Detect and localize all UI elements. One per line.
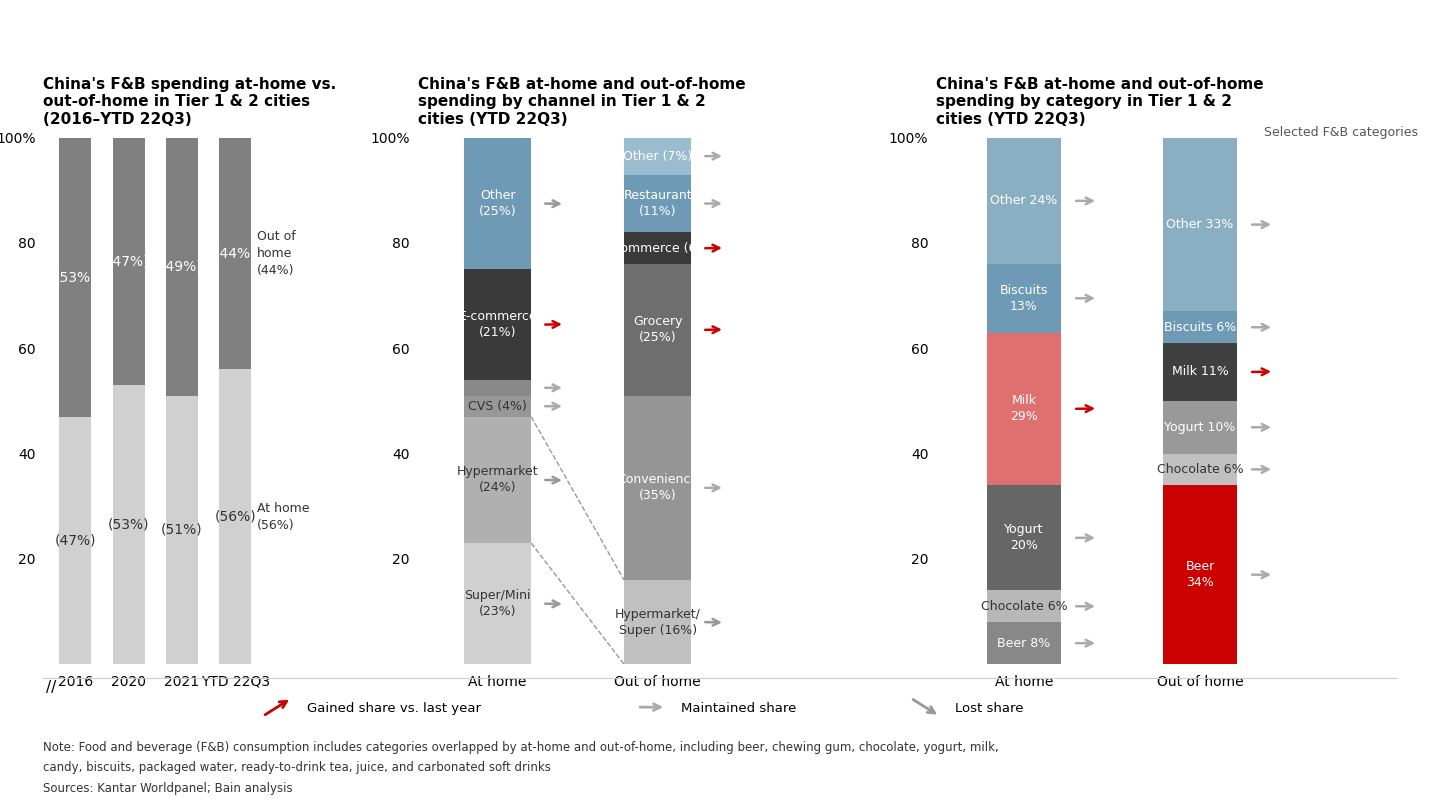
Text: Out of
home
(44%): Out of home (44%)	[256, 230, 295, 277]
Text: (47%): (47%)	[55, 534, 96, 548]
Text: E-commerce
(21%): E-commerce (21%)	[458, 310, 537, 339]
Text: Biscuits
13%: Biscuits 13%	[999, 284, 1048, 313]
Text: Other 24%: Other 24%	[991, 194, 1057, 207]
Bar	[1164, 138, 1237, 311]
Text: //: //	[46, 680, 56, 695]
Bar	[986, 332, 1061, 485]
Bar	[1164, 343, 1237, 401]
Text: CVS (4%): CVS (4%)	[468, 399, 527, 413]
Bar	[986, 590, 1061, 622]
Bar	[986, 264, 1061, 332]
Bar	[986, 138, 1061, 264]
Text: Grocery
(25%): Grocery (25%)	[632, 315, 683, 344]
Bar	[1164, 401, 1237, 454]
Bar	[464, 269, 531, 380]
Text: Yogurt 10%: Yogurt 10%	[1165, 420, 1236, 434]
Text: China's F&B spending at-home vs.
out-of-home in Tier 1 & 2 cities
(2016–YTD 22Q3: China's F&B spending at-home vs. out-of-…	[43, 77, 337, 127]
Bar	[624, 138, 691, 174]
Bar	[624, 232, 691, 264]
Bar	[464, 544, 531, 664]
Bar	[624, 174, 691, 232]
Bar	[986, 622, 1061, 664]
Bar	[464, 395, 531, 416]
Bar	[624, 264, 691, 395]
Text: (53%): (53%)	[55, 271, 96, 284]
Bar	[59, 138, 91, 416]
Text: Hypermarket
(24%): Hypermarket (24%)	[456, 466, 539, 494]
Text: Yogurt
20%: Yogurt 20%	[1004, 523, 1044, 552]
Text: Note: Food and beverage (F&B) consumption includes categories overlapped by at-h: Note: Food and beverage (F&B) consumptio…	[43, 741, 999, 754]
Text: Other 33%: Other 33%	[1166, 218, 1234, 231]
Text: China's F&B at-home and out-of-home
spending by channel in Tier 1 & 2
cities (YT: China's F&B at-home and out-of-home spen…	[418, 77, 746, 127]
Text: Hypermarket/
Super (16%): Hypermarket/ Super (16%)	[615, 608, 700, 637]
Text: (53%): (53%)	[108, 518, 150, 531]
Text: Super/Mini
(23%): Super/Mini (23%)	[464, 589, 531, 618]
Text: Milk 11%: Milk 11%	[1172, 365, 1228, 378]
Text: At home
(56%): At home (56%)	[256, 501, 310, 532]
Text: Selected F&B categories: Selected F&B categories	[1264, 126, 1418, 139]
Text: Milk
29%: Milk 29%	[1009, 394, 1038, 424]
Bar	[464, 380, 531, 395]
Text: E-commerce (6%): E-commerce (6%)	[602, 241, 714, 255]
Text: candy, biscuits, packaged water, ready-to-drink tea, juice, and carbonated soft : candy, biscuits, packaged water, ready-t…	[43, 761, 552, 774]
Text: (56%): (56%)	[215, 509, 256, 524]
Text: Sources: Kantar Worldpanel; Bain analysis: Sources: Kantar Worldpanel; Bain analysi…	[43, 782, 292, 795]
Bar	[166, 138, 197, 395]
Bar	[624, 580, 691, 664]
Text: Chocolate 6%: Chocolate 6%	[981, 599, 1067, 613]
Text: Biscuits 6%: Biscuits 6%	[1164, 321, 1236, 334]
Text: Lost share: Lost share	[955, 702, 1024, 715]
Bar	[624, 395, 691, 580]
Text: (49%): (49%)	[161, 260, 203, 274]
Bar	[59, 416, 91, 664]
Bar	[166, 395, 197, 664]
Bar	[1164, 454, 1237, 485]
Text: Beer
34%: Beer 34%	[1185, 561, 1214, 589]
Bar	[464, 416, 531, 544]
Bar	[464, 138, 531, 269]
Bar	[219, 138, 251, 369]
Text: China's F&B at-home and out-of-home
spending by category in Tier 1 & 2
cities (Y: China's F&B at-home and out-of-home spen…	[936, 77, 1264, 127]
Bar	[219, 369, 251, 664]
Bar	[112, 385, 144, 664]
Text: (51%): (51%)	[161, 523, 203, 537]
Text: Convenience
(35%): Convenience (35%)	[616, 473, 698, 502]
Text: Chocolate 6%: Chocolate 6%	[1156, 463, 1243, 476]
Text: Other
(25%): Other (25%)	[478, 189, 517, 218]
Text: Beer 8%: Beer 8%	[998, 637, 1051, 650]
Bar	[112, 138, 144, 385]
Text: (47%): (47%)	[108, 254, 150, 268]
Bar	[986, 485, 1061, 590]
Text: Maintained share: Maintained share	[681, 702, 796, 715]
Text: (44%): (44%)	[215, 246, 256, 261]
Text: Other (7%): Other (7%)	[624, 150, 693, 163]
Text: Gained share vs. last year: Gained share vs. last year	[307, 702, 481, 715]
Bar	[1164, 311, 1237, 343]
Text: Restaurant
(11%): Restaurant (11%)	[624, 189, 691, 218]
Bar	[1164, 485, 1237, 664]
